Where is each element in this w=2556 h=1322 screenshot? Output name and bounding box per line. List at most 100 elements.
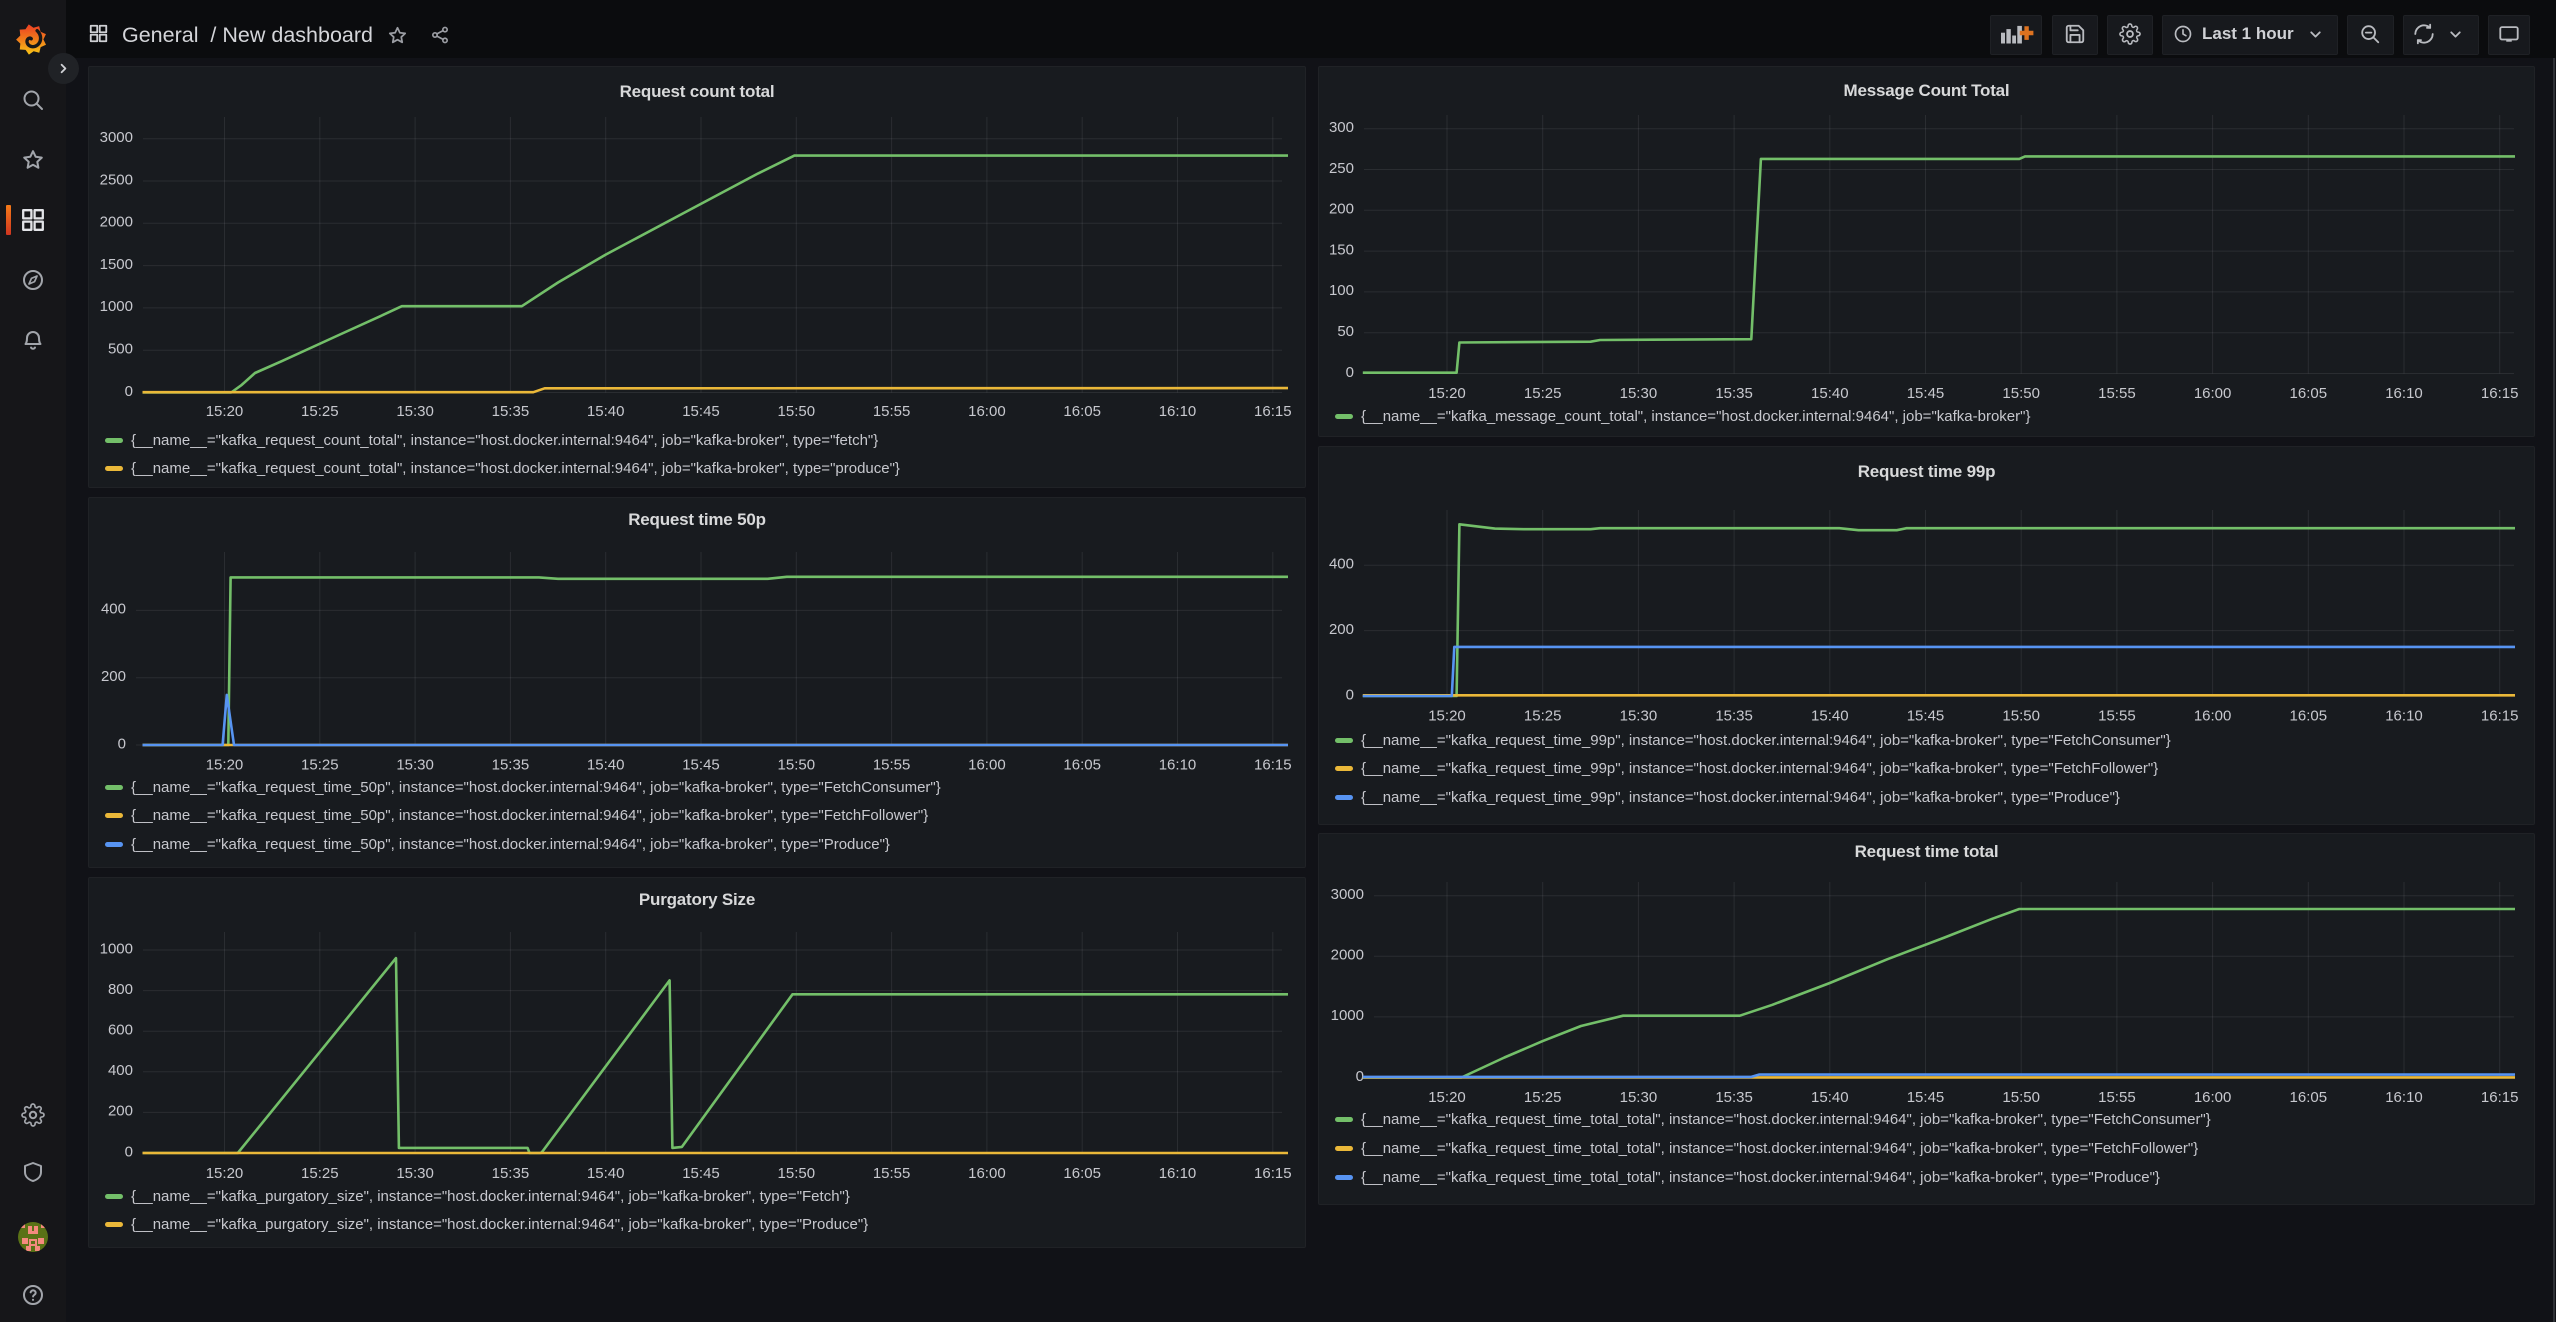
svg-text:15:20: 15:20 [206,756,244,773]
svg-text:1500: 1500 [100,256,133,273]
svg-text:400: 400 [1329,556,1354,573]
svg-text:15:55: 15:55 [873,1165,911,1182]
svg-text:3000: 3000 [100,129,133,146]
svg-text:15:45: 15:45 [682,1165,720,1182]
svg-text:15:45: 15:45 [682,403,720,420]
svg-text:15:50: 15:50 [2002,385,2040,402]
svg-text:15:45: 15:45 [1907,707,1945,724]
svg-text:15:30: 15:30 [1620,385,1658,402]
svg-text:500: 500 [108,341,133,358]
svg-text:15:20: 15:20 [206,403,244,420]
svg-text:250: 250 [1329,160,1354,177]
svg-text:200: 200 [101,668,126,685]
svg-text:16:05: 16:05 [1063,756,1101,773]
svg-text:0: 0 [118,735,126,752]
svg-text:16:15: 16:15 [1254,1165,1292,1182]
svg-text:16:05: 16:05 [1063,403,1101,420]
svg-text:16:15: 16:15 [2481,1089,2519,1106]
svg-text:16:05: 16:05 [2290,707,2328,724]
svg-text:16:15: 16:15 [2481,385,2519,402]
svg-text:15:20: 15:20 [206,1165,244,1182]
svg-text:2000: 2000 [1331,947,1364,964]
svg-text:0: 0 [125,383,133,400]
svg-text:200: 200 [1329,621,1354,638]
svg-text:15:55: 15:55 [2098,707,2136,724]
svg-text:1000: 1000 [100,298,133,315]
svg-text:3000: 3000 [1331,886,1364,903]
svg-text:15:35: 15:35 [1715,385,1753,402]
svg-text:2000: 2000 [100,214,133,231]
svg-text:15:25: 15:25 [1524,385,1562,402]
svg-text:15:30: 15:30 [1620,707,1658,724]
svg-text:15:30: 15:30 [396,403,434,420]
svg-text:16:15: 16:15 [1254,756,1292,773]
svg-text:16:00: 16:00 [968,756,1006,773]
svg-text:16:05: 16:05 [1063,1165,1101,1182]
svg-text:15:20: 15:20 [1428,385,1466,402]
svg-text:15:50: 15:50 [778,756,816,773]
svg-text:50: 50 [1337,323,1354,340]
svg-text:15:45: 15:45 [1907,1089,1945,1106]
svg-text:2500: 2500 [100,171,133,188]
svg-text:16:00: 16:00 [2194,385,2232,402]
svg-text:15:55: 15:55 [2098,1089,2136,1106]
svg-text:15:55: 15:55 [2098,385,2136,402]
svg-text:15:35: 15:35 [1715,707,1753,724]
svg-text:150: 150 [1329,241,1354,258]
svg-text:15:20: 15:20 [1428,1089,1466,1106]
svg-text:15:35: 15:35 [492,756,530,773]
svg-text:0: 0 [125,1143,133,1160]
svg-text:15:40: 15:40 [587,1165,625,1182]
svg-text:15:50: 15:50 [2002,1089,2040,1106]
svg-text:16:00: 16:00 [2194,707,2232,724]
svg-text:16:00: 16:00 [968,1165,1006,1182]
svg-text:16:15: 16:15 [2481,707,2519,724]
svg-text:15:30: 15:30 [1620,1089,1658,1106]
svg-text:15:50: 15:50 [2002,707,2040,724]
svg-text:15:20: 15:20 [1428,707,1466,724]
svg-text:16:10: 16:10 [1159,756,1197,773]
svg-text:15:50: 15:50 [778,1165,816,1182]
svg-text:16:15: 16:15 [1254,403,1292,420]
svg-text:16:00: 16:00 [968,403,1006,420]
svg-text:600: 600 [108,1022,133,1039]
svg-text:15:55: 15:55 [873,403,911,420]
svg-text:15:35: 15:35 [492,1165,530,1182]
svg-text:300: 300 [1329,119,1354,136]
svg-text:15:40: 15:40 [587,756,625,773]
svg-text:15:45: 15:45 [1907,385,1945,402]
svg-text:400: 400 [101,601,126,618]
svg-text:15:25: 15:25 [301,1165,339,1182]
svg-text:16:00: 16:00 [2194,1089,2232,1106]
svg-text:15:40: 15:40 [587,403,625,420]
svg-text:15:25: 15:25 [1524,707,1562,724]
svg-text:16:10: 16:10 [1159,403,1197,420]
svg-text:15:45: 15:45 [682,756,720,773]
svg-text:15:40: 15:40 [1811,1089,1849,1106]
svg-text:15:25: 15:25 [1524,1089,1562,1106]
svg-text:16:05: 16:05 [2290,1089,2328,1106]
svg-text:800: 800 [108,981,133,998]
svg-text:15:25: 15:25 [301,756,339,773]
svg-text:15:35: 15:35 [492,403,530,420]
svg-text:16:10: 16:10 [2385,707,2423,724]
svg-text:1000: 1000 [1331,1007,1364,1024]
svg-text:200: 200 [108,1103,133,1120]
svg-text:1000: 1000 [100,940,133,957]
svg-text:15:40: 15:40 [1811,707,1849,724]
svg-text:16:05: 16:05 [2290,385,2328,402]
svg-text:0: 0 [1356,1068,1364,1085]
svg-text:0: 0 [1346,686,1354,703]
svg-text:15:25: 15:25 [301,403,339,420]
svg-text:100: 100 [1329,282,1354,299]
svg-text:400: 400 [108,1062,133,1079]
svg-text:16:10: 16:10 [1159,1165,1197,1182]
svg-text:0: 0 [1346,364,1354,381]
svg-text:200: 200 [1329,201,1354,218]
svg-text:16:10: 16:10 [2385,385,2423,402]
svg-text:15:30: 15:30 [396,756,434,773]
svg-text:15:40: 15:40 [1811,385,1849,402]
svg-text:15:35: 15:35 [1715,1089,1753,1106]
svg-text:16:10: 16:10 [2385,1089,2423,1106]
svg-text:15:55: 15:55 [873,756,911,773]
